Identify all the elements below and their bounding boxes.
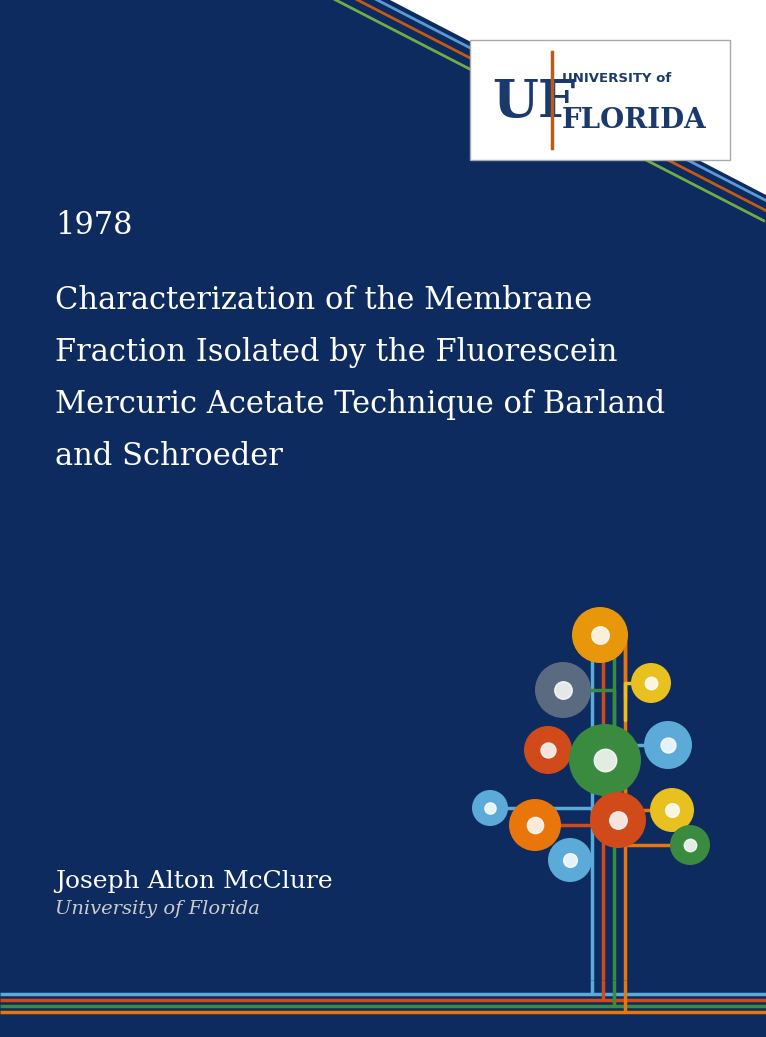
Circle shape — [472, 790, 508, 826]
Text: Mercuric Acetate Technique of Barland: Mercuric Acetate Technique of Barland — [55, 389, 665, 420]
Text: 1978: 1978 — [55, 211, 133, 241]
Circle shape — [535, 662, 591, 718]
FancyBboxPatch shape — [470, 40, 730, 160]
Text: Characterization of the Membrane: Characterization of the Membrane — [55, 285, 592, 316]
Text: Joseph Alton McClure: Joseph Alton McClure — [55, 870, 332, 893]
Polygon shape — [390, 0, 766, 195]
Text: and Schroeder: and Schroeder — [55, 441, 283, 472]
Circle shape — [548, 838, 592, 882]
Circle shape — [631, 663, 671, 703]
Text: UNIVERSITY of: UNIVERSITY of — [562, 72, 671, 85]
Circle shape — [590, 792, 646, 848]
Circle shape — [670, 825, 710, 865]
Text: FLORIDA: FLORIDA — [562, 107, 707, 134]
Circle shape — [569, 724, 641, 796]
Circle shape — [509, 798, 561, 851]
Circle shape — [572, 607, 628, 663]
Circle shape — [644, 721, 692, 769]
Circle shape — [524, 726, 572, 774]
Text: UF: UF — [492, 77, 575, 128]
Text: University of Florida: University of Florida — [55, 900, 260, 918]
Text: Fraction Isolated by the Fluorescein: Fraction Isolated by the Fluorescein — [55, 337, 617, 368]
Circle shape — [650, 788, 694, 832]
